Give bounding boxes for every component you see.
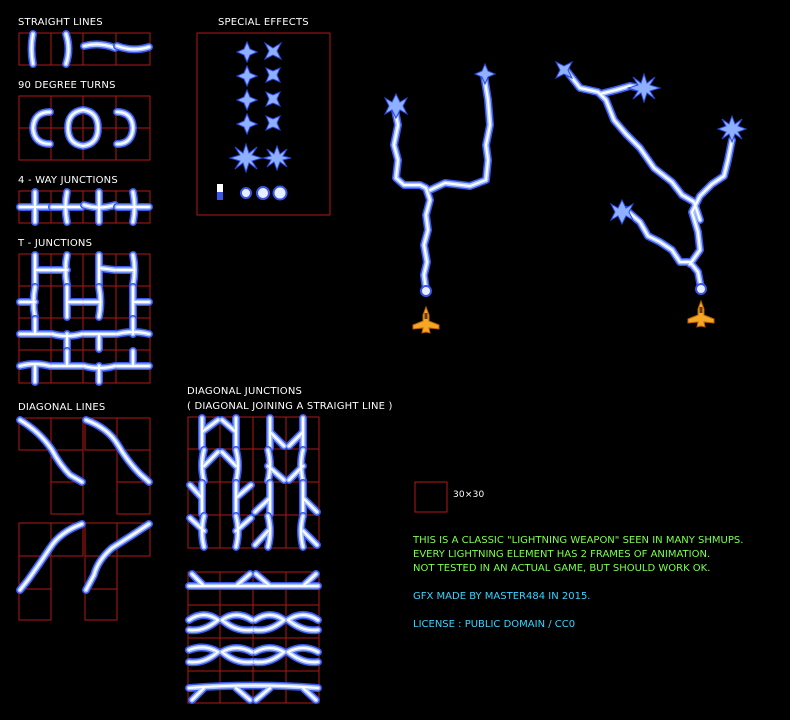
diagonal-junctions-grid-horizontal <box>185 570 322 704</box>
straight-lines-grid <box>18 30 153 68</box>
lightning-demo-right <box>554 60 748 328</box>
info-line-1: THIS IS A CLASSIC "LIGHTNING WEAPON" SEE… <box>413 535 744 546</box>
info-line-2: EVERY LIGHTNING ELEMENT HAS 2 FRAMES OF … <box>413 549 711 560</box>
tile-size-label: 30×30 <box>453 490 485 500</box>
four-way-grid <box>16 188 153 226</box>
orb-icon <box>240 185 288 201</box>
tile-size-legend-box <box>414 481 448 513</box>
info-line-3: NOT TESTED IN AN ACTUAL GAME, BUT SHOULD… <box>413 563 711 574</box>
section-title-diagonal-junctions: DIAGONAL JUNCTIONS <box>187 386 303 397</box>
turns-grid <box>18 95 151 161</box>
section-title-90-turns: 90 DEGREE TURNS <box>18 80 116 91</box>
section-title-diagonal-lines: DIAGONAL LINES <box>18 402 106 413</box>
section-title-special-effects: SPECIAL EFFECTS <box>218 17 309 28</box>
orb-icon <box>420 285 432 297</box>
credit-text: GFX MADE BY MASTER484 IN 2015. <box>413 591 591 602</box>
x-spark-icon <box>263 41 283 131</box>
x-spark-icon <box>609 198 635 226</box>
lightning-turns <box>29 106 137 150</box>
burst-icon <box>228 142 292 174</box>
x-spark-icon <box>383 92 409 120</box>
diagonal-junctions-grid <box>186 414 321 551</box>
star-spark-icon <box>235 40 259 136</box>
special-effects-box <box>196 32 331 216</box>
energy-cap <box>217 184 223 192</box>
lightning-t <box>16 251 153 386</box>
burst-icon <box>716 114 748 144</box>
lightning-demo-left <box>383 62 497 334</box>
star-spark-icon <box>473 62 497 86</box>
x-spark-icon <box>554 60 574 80</box>
burst-icon <box>626 72 662 104</box>
lightning-diag-junctions <box>186 414 321 551</box>
section-title-4-way: 4 - WAY JUNCTIONS <box>18 175 118 186</box>
section-title-t-junctions: T - JUNCTIONS <box>18 238 93 249</box>
section-subtitle-diagonal-junctions: ( DIAGONAL JOINING A STRAIGHT LINE ) <box>187 401 393 412</box>
energy-cap <box>217 192 223 200</box>
lightning-segment <box>27 30 153 68</box>
lightning-diagonals <box>16 416 153 594</box>
orb-icon <box>695 283 707 295</box>
ship-icon <box>412 305 440 334</box>
diagonal-lines-grid <box>16 416 153 621</box>
lightning-diag-junctions-h <box>185 570 322 704</box>
section-title-straight-lines: STRAIGHT LINES <box>18 17 103 28</box>
license-text: LICENSE : PUBLIC DOMAIN / CC0 <box>413 619 576 630</box>
lightning-4way <box>16 188 153 226</box>
ship-icon <box>687 299 715 328</box>
t-junctions-grid <box>16 251 153 386</box>
